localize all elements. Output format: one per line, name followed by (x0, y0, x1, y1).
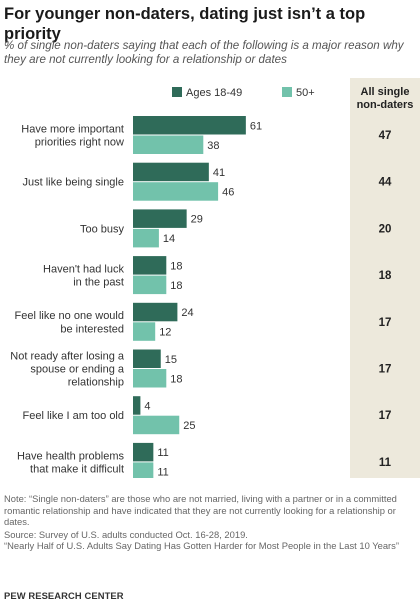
bar-value-label: 18 (170, 373, 182, 385)
bar-value-label: 46 (222, 186, 234, 198)
bar-value-label: 24 (181, 307, 193, 319)
bar-50-plus (133, 462, 154, 478)
bar-50-plus (133, 275, 167, 295)
bar-ages-18-49 (133, 302, 178, 322)
legend-swatch-ages-18-49 (172, 87, 182, 97)
total-value: 11 (379, 457, 392, 469)
total-value: 17 (379, 364, 392, 376)
category-label: Feel like I am too old (23, 410, 125, 422)
bar-value-label: 4 (144, 400, 150, 412)
total-column-header: All single (361, 86, 410, 98)
bar-50-plus (133, 415, 180, 435)
bar-ages-18-49 (133, 116, 246, 135)
bar-value-label: 38 (207, 140, 219, 152)
bar-value-label: 14 (163, 233, 175, 245)
legend-swatch-50-plus (282, 87, 292, 97)
bar-ages-18-49 (133, 209, 187, 228)
category-label: Haven't had luck (43, 264, 124, 276)
total-value: 20 (379, 223, 392, 235)
bar-ages-18-49 (133, 256, 167, 275)
bar-ages-18-49 (133, 396, 141, 415)
category-label: Have more important (21, 123, 124, 135)
total-value: 18 (379, 270, 392, 282)
total-value: 17 (379, 410, 392, 422)
bar-value-label: 18 (170, 280, 182, 292)
category-label: Feel like no one would (15, 310, 124, 322)
chart-footer: Note: “Single non-daters” are those who … (4, 493, 418, 552)
footer-report: “Nearly Half of U.S. Adults Say Dating H… (4, 540, 399, 552)
category-label: be interested (60, 323, 124, 335)
bar-value-label: 11 (157, 447, 168, 459)
bar-ages-18-49 (133, 442, 154, 462)
pew-brand: PEW RESEARCH CENTER (4, 590, 124, 601)
category-label: Just like being single (22, 177, 124, 189)
bar-value-label: 18 (170, 260, 182, 272)
bar-value-label: 29 (191, 214, 203, 226)
bar-ages-18-49 (133, 349, 161, 368)
chart-title: For younger non-daters, dating just isn’… (4, 5, 366, 43)
bar-50-plus (133, 135, 204, 154)
total-value: 47 (379, 130, 392, 142)
chart-subtitle: % of single non-daters saying that each … (4, 39, 404, 66)
bar-value-label: 61 (250, 120, 262, 132)
category-label: Have health problems (17, 450, 125, 462)
bar-50-plus (133, 182, 219, 201)
category-label: Not ready after losing a (10, 350, 125, 362)
bar-value-label: 15 (165, 354, 177, 366)
bar-50-plus (133, 228, 159, 248)
category-label: in the past (73, 277, 124, 289)
bar-50-plus (133, 322, 156, 341)
bar-value-label: 11 (157, 467, 168, 478)
legend-label: 50+ (296, 87, 315, 99)
bar-50-plus (133, 369, 167, 388)
footer-note: Note: “Single non-daters” are those who … (4, 493, 397, 528)
bar-value-label: 41 (213, 167, 225, 179)
bar-value-label: 25 (183, 420, 195, 432)
legend-label: Ages 18-49 (186, 87, 242, 99)
category-label: relationship (68, 377, 124, 389)
footer-source: Source: Survey of U.S. adults conducted … (4, 528, 248, 540)
category-label: Too busy (80, 223, 125, 235)
total-column-header: non-daters (357, 99, 414, 111)
total-value: 17 (379, 317, 392, 329)
total-value: 44 (379, 177, 392, 189)
bar-ages-18-49 (133, 162, 209, 182)
bar-value-label: 12 (159, 327, 171, 339)
category-label: spouse or ending a (30, 364, 124, 376)
category-label: that make it difficult (30, 464, 124, 476)
total-column-background (350, 78, 420, 478)
category-label: priorities right now (35, 137, 124, 149)
